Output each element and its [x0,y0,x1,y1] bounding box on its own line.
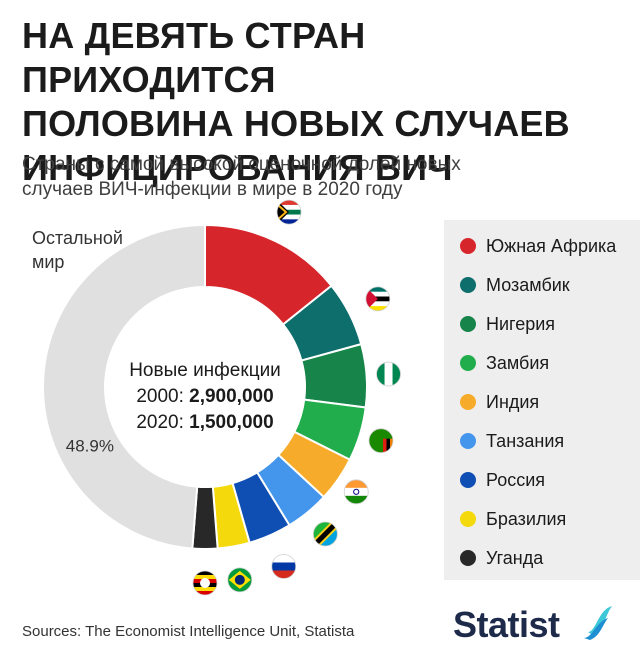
legend-swatch [460,550,476,566]
chart-title: НА ДЕВЯТЬ СТРАН ПРИХОДИТСЯ ПОЛОВИНА НОВЫ… [22,14,622,190]
brazil-flag [227,567,253,593]
center-summary: Новые инфекции 2000: 2,900,000 2020: 1,5… [110,358,300,436]
legend-label: Танзания [486,430,565,451]
legend-swatch [460,394,476,410]
subtitle-line: случаев ВИЧ-инфекции в мире в 2020 году [22,179,403,200]
legend-label: Россия [486,469,546,490]
legend-label: Уганда [486,547,544,568]
rest-of-world-percent: 48.9% [66,437,114,456]
center-value: 2,900,000 [189,386,274,407]
legend-label: Нигерия [486,313,556,334]
india-flag [343,479,369,505]
legend-swatch [460,238,476,254]
legend-label: Южная Африка [486,235,617,256]
legend-item: Индия [460,389,539,415]
title-line: ИНФИЦИРОВАНИЯ ВИЧ [22,147,453,188]
uganda-flag [192,570,218,596]
legend-item: Южная Африка [460,233,616,259]
rest-of-world-label: Остальной мир [32,226,123,274]
subtitle-line: Страны с самой высокой оценочной долей н… [22,154,461,175]
center-row-2000: 2000: 2,900,000 [110,384,300,410]
legend: Южная Африка Мозамбик Нигерия Замбия Индия Та… [444,220,640,580]
legend-label: Замбия [486,352,550,373]
legend-swatch [460,316,476,332]
legend-item: Бразилия [460,506,566,532]
legend-swatch [460,355,476,371]
legend-item: Замбия [460,350,549,376]
center-year: 2020: [136,412,184,433]
legend-label: Бразилия [486,508,567,529]
statista-logo: Statist [453,604,560,645]
center-heading: Новые инфекции [129,360,281,381]
source-note: Sources: The Economist Intelligence Unit… [22,623,355,640]
center-year: 2000: [136,386,184,407]
south-africa-flag [276,199,302,225]
legend-swatch [460,433,476,449]
legend-swatch [460,472,476,488]
statista-wave-icon [584,606,612,640]
legend-item: Танзания [460,428,564,454]
legend-swatch [460,277,476,293]
mozambique-flag [365,286,391,312]
legend-item: Уганда [460,545,543,571]
chart-subtitle: Страны с самой высокой оценочной долей н… [22,152,622,202]
center-row-2020: 2020: 1,500,000 [110,410,300,436]
nigeria-flag [376,361,401,387]
legend-label: Мозамбик [486,274,570,295]
zambia-flag [368,428,394,454]
legend-swatch [460,511,476,527]
rest-label-line: мир [32,252,65,272]
rest-label-line: Остальной [32,228,123,248]
legend-item: Нигерия [460,311,555,337]
title-line: НА ДЕВЯТЬ СТРАН ПРИХОДИТСЯ [22,15,366,100]
slice-rest-of-world [41,223,206,550]
russia-flag [271,554,297,579]
title-line: ПОЛОВИНА НОВЫХ СЛУЧАЕВ [22,103,570,144]
tanzania-flag [312,521,338,547]
legend-item: Россия [460,467,545,493]
legend-item: Мозамбик [460,272,570,298]
legend-label: Индия [486,391,540,412]
center-value: 1,500,000 [189,412,274,433]
